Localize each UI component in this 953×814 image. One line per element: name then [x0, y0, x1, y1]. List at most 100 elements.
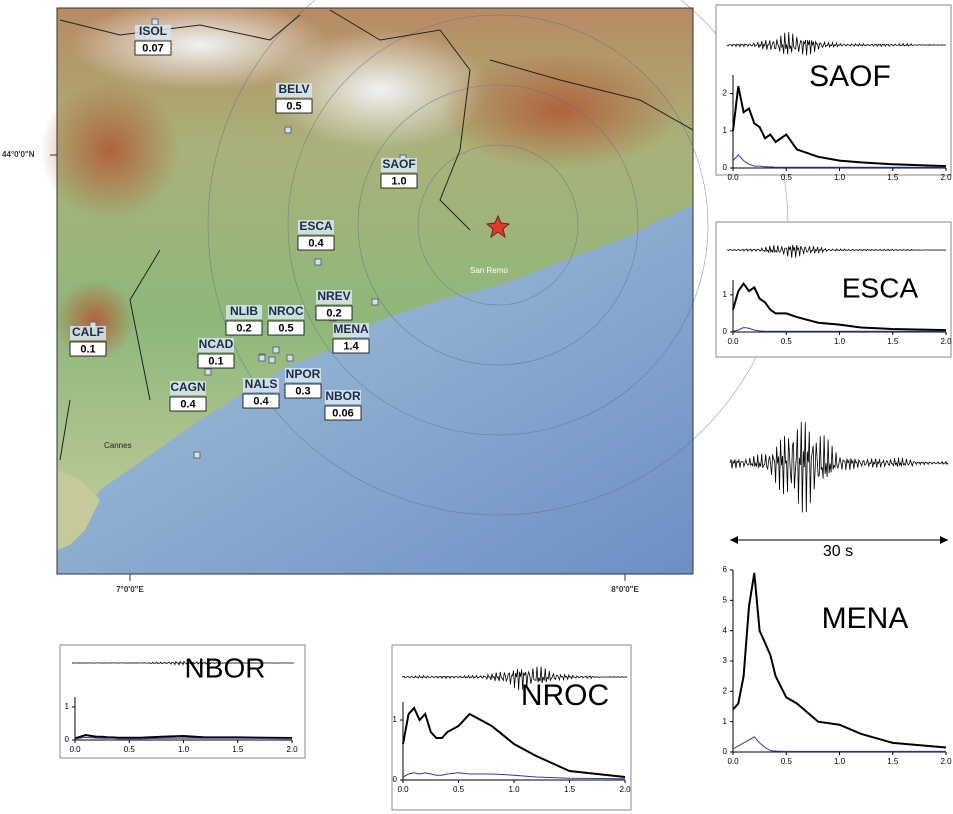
- x-tick-label: 1.0: [834, 337, 846, 346]
- station-value: 0.3: [295, 385, 310, 397]
- x-tick-label: 1.5: [887, 173, 899, 182]
- station-value: 0.06: [332, 407, 353, 419]
- station-name-bg: [325, 390, 361, 404]
- chart-title: MENA: [822, 602, 909, 635]
- station-name: ESCA: [299, 219, 333, 233]
- station-value-box: [315, 305, 353, 321]
- station-name-bg: [381, 158, 417, 172]
- spectral-curve: [732, 572, 947, 749]
- station-name: NCAD: [199, 337, 234, 351]
- y-tick-label: 2: [723, 686, 728, 695]
- station-marker: [193, 451, 201, 459]
- epicenter: [485, 214, 511, 239]
- station-value-box: [324, 405, 362, 421]
- station-marker: [272, 346, 280, 354]
- station-value: 0.5: [286, 100, 301, 112]
- x-tick-label: 2.0: [286, 745, 298, 754]
- station-marker: [258, 354, 266, 362]
- station-value-box: [169, 396, 207, 412]
- station-value: 0.07: [142, 42, 163, 54]
- chart-title: ESCA: [842, 272, 919, 303]
- station-value: 1.0: [391, 175, 406, 187]
- y-tick-label: 0: [723, 747, 728, 756]
- x-tick-label: 0.5: [124, 745, 136, 754]
- station-name-bg: [268, 305, 304, 319]
- x-tick-label: 0.0: [727, 173, 739, 182]
- seismogram: [729, 421, 949, 513]
- station-marker: [268, 356, 276, 364]
- x-tick-label: 0.0: [727, 757, 739, 766]
- x-tick-label: 1.0: [834, 173, 846, 182]
- station-marker: [286, 354, 294, 362]
- y-tick-label: 1: [393, 715, 398, 724]
- y-tick-label: 1: [723, 290, 728, 299]
- chart-frame: [391, 644, 632, 811]
- spectral-curve: [402, 706, 626, 778]
- x-tick-label: 2.0: [940, 757, 952, 766]
- border: [59, 9, 694, 461]
- x-tick-label: 2.0: [940, 173, 952, 182]
- station-value-box: [284, 383, 322, 399]
- inset-chart: 0 1 2 3 4 5 6 0.0 0.5 1.0 1.5 2.0 MENA: [723, 421, 952, 766]
- station-name: NBOR: [325, 389, 361, 403]
- spectral-curve: [74, 733, 293, 740]
- relief: [440, 50, 680, 170]
- station-name-bg: [285, 368, 321, 382]
- y-tick-label: 1: [723, 717, 728, 726]
- station-name: CALF: [72, 325, 104, 339]
- station-name-bg: [276, 83, 312, 97]
- distance-rings: [207, 0, 789, 516]
- scale-label: 30 s: [823, 543, 853, 560]
- station-name: NALS: [245, 377, 278, 391]
- station-value: 0.2: [326, 307, 341, 319]
- spectral-curve: [402, 772, 626, 780]
- seismogram: [726, 32, 947, 56]
- station-marker: [284, 126, 292, 134]
- lat-label: 44°0'0"N: [2, 150, 35, 159]
- station-name: SAOF: [382, 157, 415, 171]
- x-tick-label: 1.5: [564, 785, 576, 794]
- spectral-curve: [74, 736, 293, 740]
- x-tick-label: 1.0: [834, 757, 846, 766]
- x-tick-label: 0.5: [781, 757, 793, 766]
- station-value-box: [380, 173, 418, 189]
- seismogram: [726, 244, 947, 258]
- spectral-curve: [732, 326, 946, 332]
- x-tick-label: 1.5: [887, 337, 899, 346]
- place-label: San Remo: [470, 266, 508, 275]
- y-tick-label: 1: [723, 126, 728, 135]
- station-name: NPOR: [286, 367, 321, 381]
- station-marker: [314, 258, 322, 266]
- y-tick-label: 5: [723, 595, 728, 604]
- station-value: 0.4: [180, 398, 196, 410]
- chart-title: NBOR: [185, 652, 266, 683]
- seismogram: [71, 660, 294, 666]
- y-tick-label: 3: [723, 656, 728, 665]
- x-tick-label: 0.5: [781, 337, 793, 346]
- x-tick-label: 0.0: [397, 785, 409, 794]
- spectral-curve: [732, 736, 946, 752]
- relief: [70, 0, 330, 90]
- station-value-box: [225, 320, 263, 336]
- lon-label: 8°0'0"E: [611, 585, 639, 594]
- station-name-bg: [198, 338, 234, 352]
- station-name-bg: [243, 378, 279, 392]
- map: 44°0'0"N 7°0'0"E 8°0'0"E San Remo Cannes: [2, 0, 789, 594]
- station-value: 0.1: [80, 343, 95, 355]
- station-name-bg: [316, 290, 352, 304]
- station-name-bg: [170, 381, 206, 395]
- station-name: CAGN: [170, 380, 205, 394]
- x-tick-label: 2.0: [619, 785, 631, 794]
- station-name: NROC: [268, 304, 304, 318]
- time-scale: 30 s: [730, 536, 948, 560]
- spectral-curve: [732, 86, 947, 168]
- station-value-box: [297, 235, 335, 251]
- spectral-curve: [732, 154, 946, 168]
- station-name: NREV: [317, 289, 350, 303]
- y-tick-label: 6: [723, 565, 728, 574]
- inset-chart: 0 1 0.0 0.5 1.0 1.5 2.0 ESCA: [715, 221, 952, 358]
- station-name: BELV: [278, 82, 309, 96]
- x-tick-label: 1.0: [508, 785, 520, 794]
- y-tick-label: 1: [65, 702, 70, 711]
- station-name-bg: [70, 326, 106, 340]
